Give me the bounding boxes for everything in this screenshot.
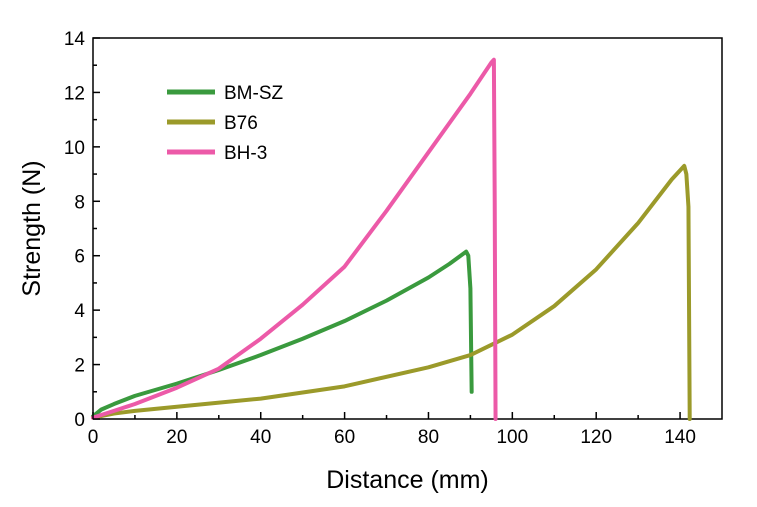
legend-label-bm-sz: BM-SZ [224,83,284,104]
y-tick-label: 0 [74,410,85,431]
plot-frame [92,37,723,420]
series-layer [91,57,692,421]
x-tick-label: 80 [418,427,439,448]
x-tick-label: 60 [334,427,355,448]
legend: BM-SZ B76 BH-3 [167,83,284,164]
series-line-b76 [91,163,692,421]
legend-label-bh-3: BH-3 [224,143,267,164]
y-tick-label: 4 [74,301,85,322]
y-tick-label: 2 [74,356,85,377]
y-tick-label: 8 [74,192,85,213]
axes-layer: 0 20 40 60 80 100 120 140 0 2 4 6 8 10 12 14 [64,29,696,448]
legend-label-b76: B76 [224,113,258,134]
x-tick-label: 0 [88,427,99,448]
x-tick-label: 100 [496,427,528,448]
y-tick-label: 12 [64,83,85,104]
y-tick-label: 10 [64,138,85,159]
series-line-bh-3 [91,57,498,421]
x-tick-label: 140 [664,427,696,448]
y-tick-label: 6 [74,247,85,268]
x-tick-label: 40 [250,427,271,448]
x-tick-label: 120 [580,427,612,448]
y-axis-title: Strength (N) [18,160,46,296]
series-line-bm-sz [91,249,474,419]
x-tick-label: 20 [166,427,187,448]
y-tick-label: 14 [64,29,86,50]
x-axis-title: Distance (mm) [326,466,489,494]
